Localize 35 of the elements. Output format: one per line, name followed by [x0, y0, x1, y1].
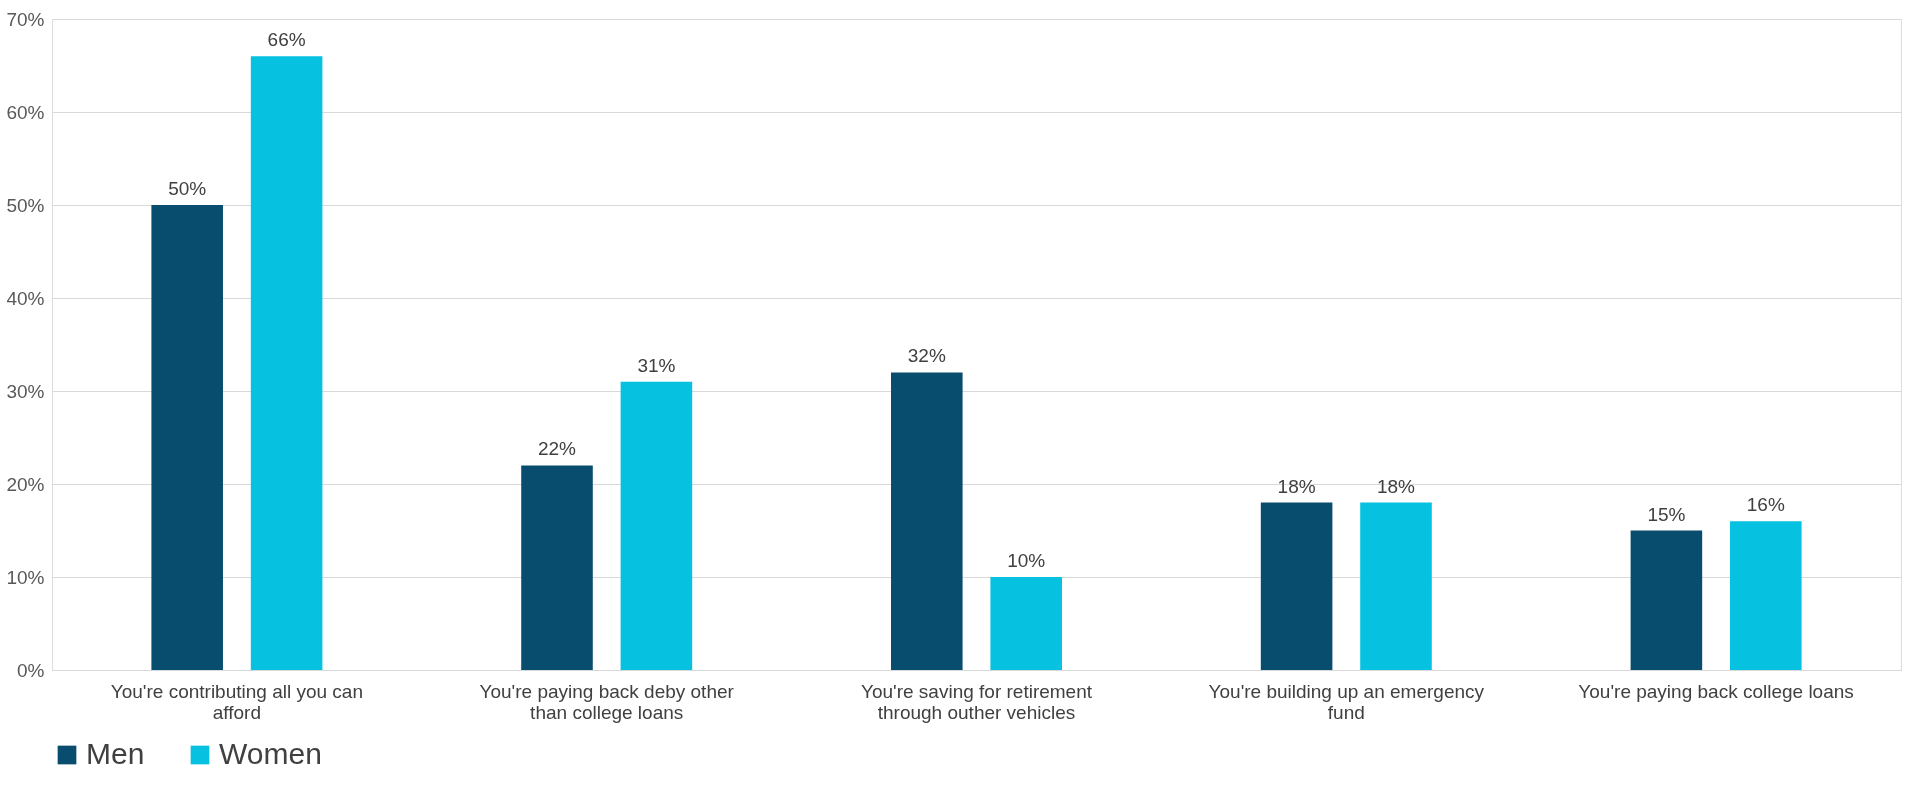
y-tick-label: 20% [6, 473, 45, 495]
data-label: 50% [168, 178, 207, 199]
data-label: 15% [1647, 503, 1686, 525]
x-tick-label: You're contributing all you can afford [110, 680, 364, 723]
x-tick-label: You're paying back college loans [1578, 680, 1854, 702]
data-label: 16% [1746, 494, 1785, 516]
x-tick-label: You're paying back deby other than college loans [479, 680, 735, 723]
data-label: 32% [907, 345, 946, 367]
legend-label: Women [219, 737, 322, 770]
bar [1630, 530, 1703, 670]
bar [250, 56, 323, 670]
y-tick-label: 10% [6, 566, 45, 588]
legend-label: Men [86, 737, 145, 770]
x-tick-label: You're building up an emergency fund [1208, 680, 1485, 723]
bar [151, 205, 223, 670]
data-label: 66% [267, 29, 306, 51]
data-label: 18% [1277, 475, 1316, 497]
x-tick-label: You're saving for retirement through outher vehicles [860, 680, 1093, 723]
bar [990, 577, 1062, 670]
bar [1730, 521, 1802, 670]
bar [620, 381, 693, 670]
y-tick-label: 50% [6, 194, 45, 216]
y-tick-label: 70% [6, 8, 45, 30]
y-tick-label: 30% [6, 380, 45, 402]
y-tick-label: 60% [6, 101, 45, 123]
data-label: 18% [1376, 475, 1416, 497]
data-label: 10% [1007, 550, 1046, 571]
bar [521, 465, 593, 670]
data-label: 31% [637, 354, 676, 376]
data-label: 22% [537, 438, 577, 460]
y-tick-label: 40% [6, 287, 45, 309]
bar [1260, 502, 1333, 670]
bar [891, 372, 963, 670]
y-tick-label: 0% [17, 659, 45, 681]
bar [1360, 502, 1432, 670]
